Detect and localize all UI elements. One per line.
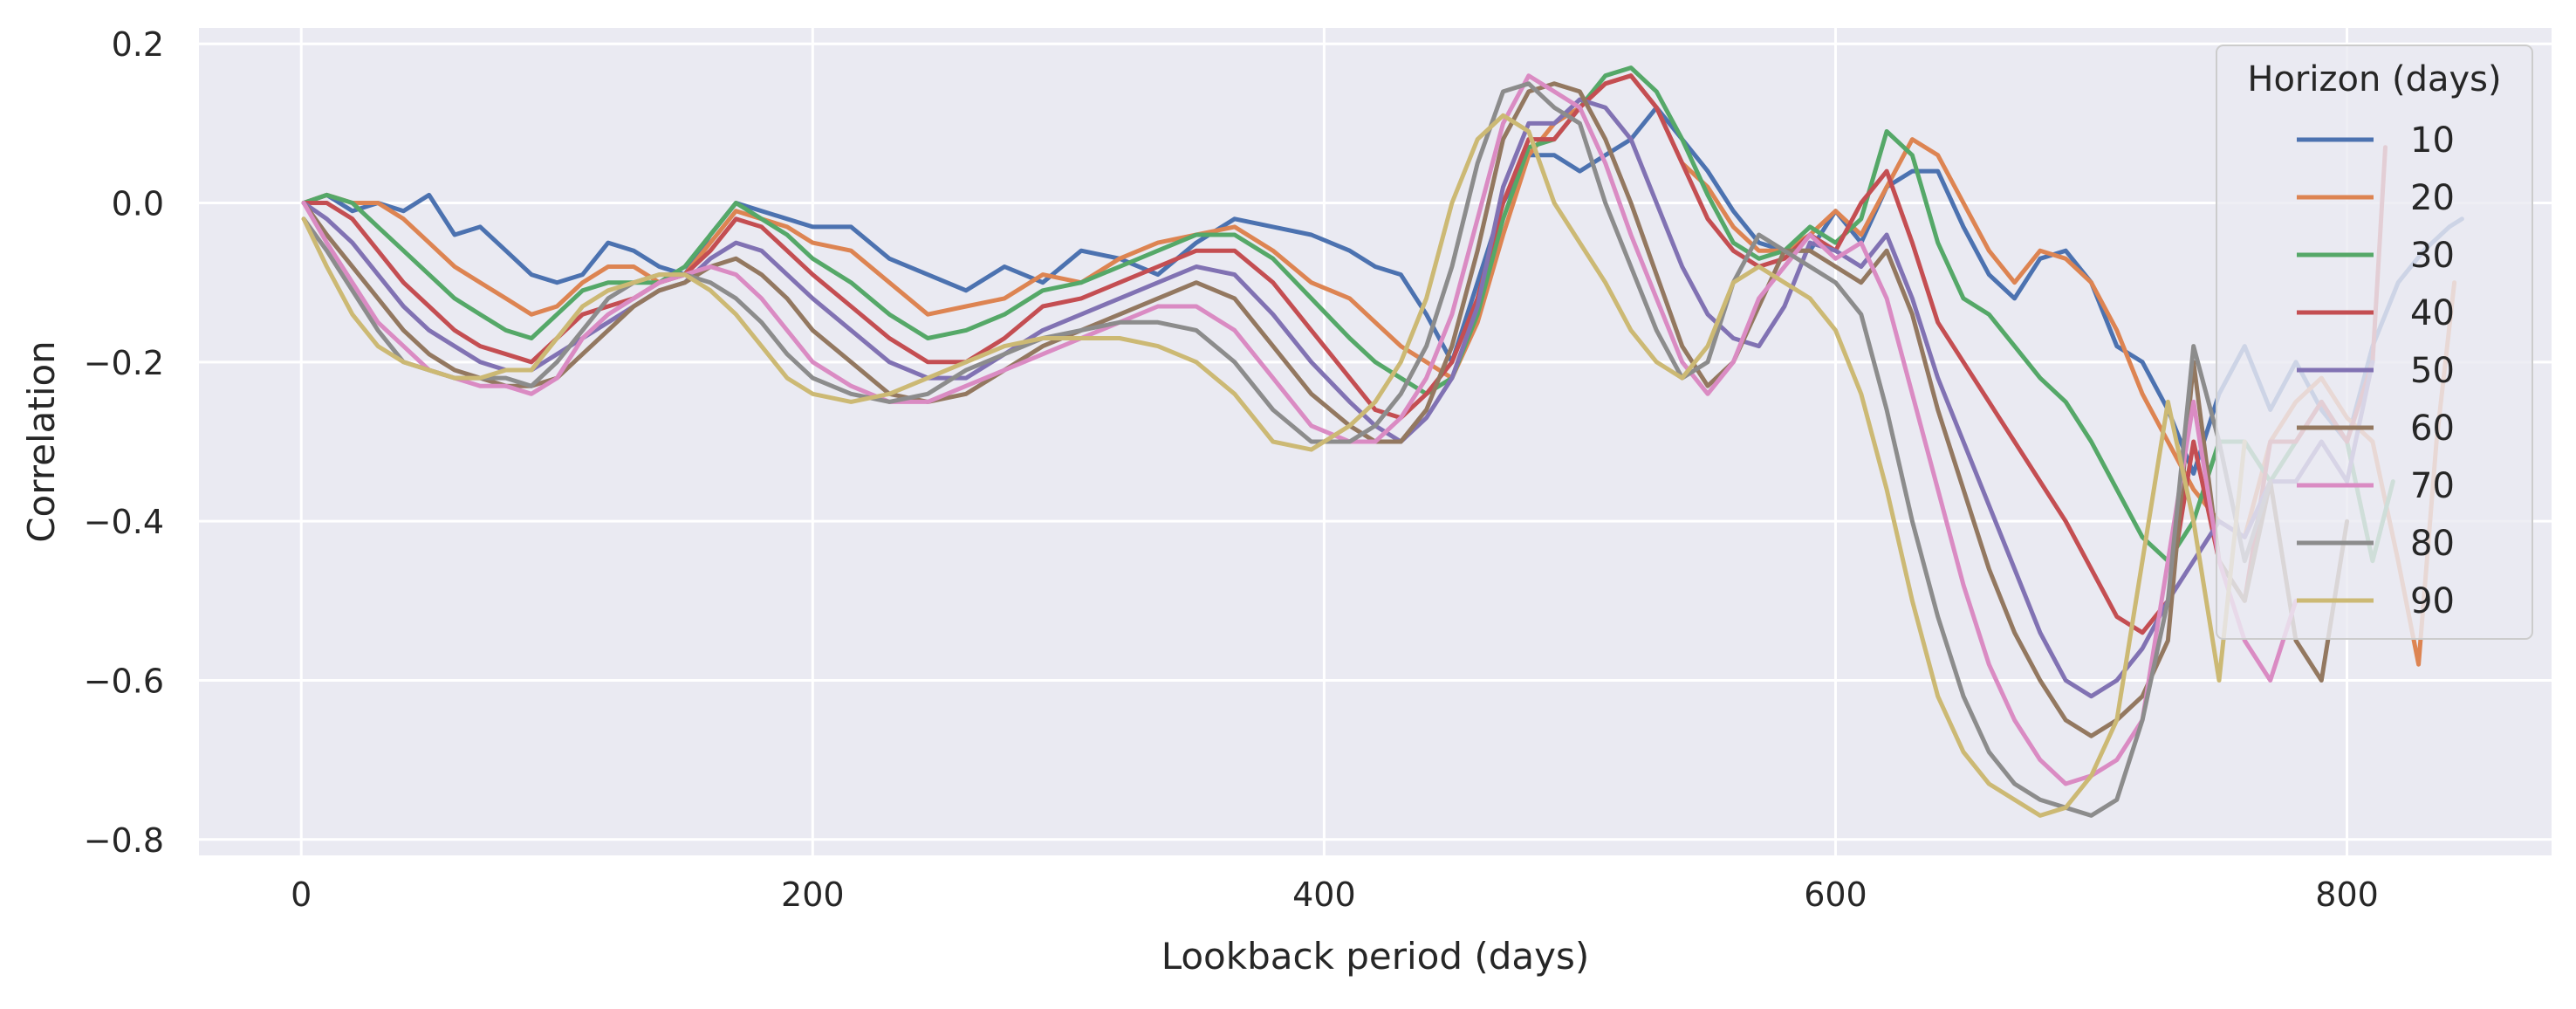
- grid-lines: [199, 28, 2552, 855]
- series-line-50: [301, 97, 2375, 699]
- legend-label-80: 80: [2410, 524, 2455, 564]
- x-tick-label: 600: [1804, 875, 1867, 914]
- series-line-70: [301, 73, 2299, 786]
- legend-label-50: 50: [2410, 351, 2455, 391]
- x-tick-label: 400: [1292, 875, 1356, 914]
- y-tick-label: 0.2: [112, 25, 164, 64]
- x-tick-label: 200: [781, 875, 845, 914]
- x-tick-label: 0: [291, 875, 312, 914]
- series-line-30: [301, 65, 2395, 564]
- series-line-90: [301, 113, 2247, 818]
- x-tick-label: 800: [2315, 875, 2379, 914]
- legend-label-40: 40: [2410, 293, 2455, 333]
- legend-label-90: 90: [2410, 581, 2455, 621]
- legend-label-70: 70: [2410, 466, 2455, 506]
- legend-label-20: 20: [2410, 178, 2455, 218]
- x-axis-label: Lookback period (days): [1161, 935, 1590, 978]
- legend: Horizon (days) 10 20 30 40 50 60 70 80 90: [2216, 45, 2533, 640]
- legend-label-60: 60: [2410, 408, 2455, 449]
- y-tick-label: −0.4: [84, 503, 164, 541]
- y-tick-label: 0.0: [112, 185, 164, 223]
- y-tick-label: −0.6: [84, 662, 164, 700]
- series-line-60: [301, 81, 2350, 738]
- series-lines: [301, 65, 2464, 818]
- y-tick-label: −0.8: [84, 821, 164, 860]
- legend-label-30: 30: [2410, 236, 2455, 276]
- y-tick-label: −0.2: [84, 344, 164, 382]
- y-axis-label: Correlation: [20, 340, 63, 543]
- series-line-20: [301, 73, 2457, 667]
- series-line-80: [301, 81, 2273, 818]
- legend-frame: [2216, 45, 2533, 640]
- series-line-10: [301, 105, 2464, 476]
- legend-label-10: 10: [2410, 120, 2455, 161]
- legend-title: Horizon (days): [2247, 59, 2501, 100]
- tick-labels: 0 200 400 600 800 −0.8 −0.6 −0.4 −0.2 0.0 0.2: [84, 25, 2379, 914]
- legend-entries: 10 20 30 40 50 60 70 80 90: [2297, 120, 2455, 621]
